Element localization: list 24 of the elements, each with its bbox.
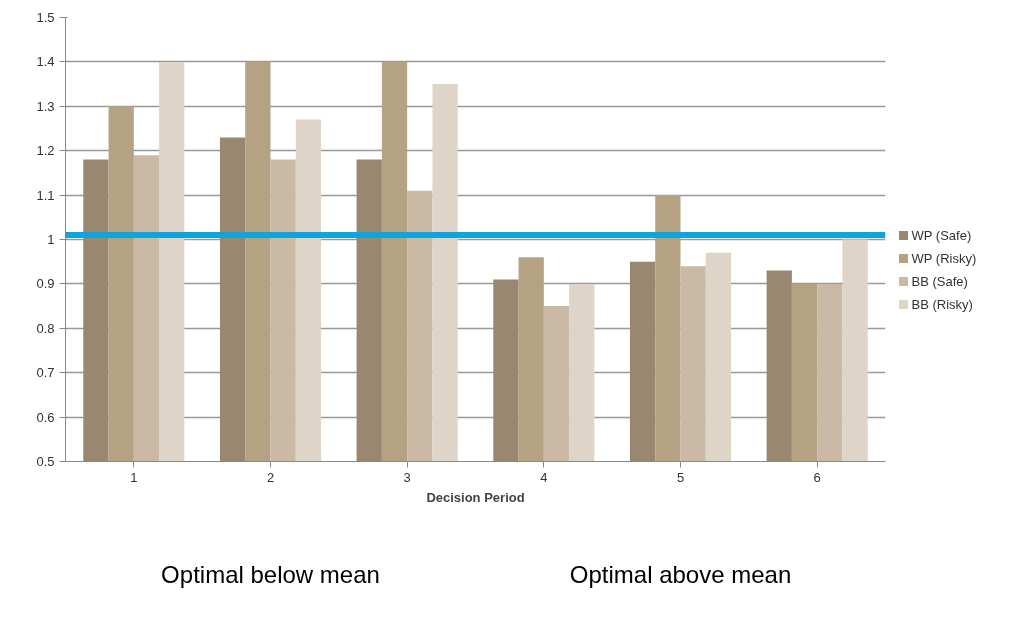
x-tick-label: 2 [266,469,275,485]
legend-label: BB (Safe) [911,274,968,289]
y-tick-label: 0.7 [36,365,55,381]
y-tick-label: 1.5 [36,10,55,25]
y-tick-label: 1 [47,232,55,247]
x-tick-label: 4 [540,469,548,485]
y-tick-label: 1.2 [36,143,55,159]
y-tick-label: 1.1 [36,187,55,203]
x-tick-label: 6 [813,469,821,485]
y-tick-label: 0.5 [36,454,55,469]
y-tick-label: 0.9 [36,276,55,292]
legend-label: WP (Safe) [911,228,972,243]
legend-label: BB (Risky) [911,297,973,312]
y-tick-label: 1.4 [36,54,55,70]
text: Optimal below mean [161,560,380,588]
x-tick-label: 1 [130,469,138,485]
y-tick-label: 0.6 [36,409,55,425]
legend-label: WP (Risky) [911,251,977,266]
x-axis-title: Decision Period [426,489,525,505]
text: Optimal above mean [569,560,792,588]
y-tick-label: 0.8 [36,320,55,336]
x-tick-label: 5 [676,469,685,485]
y-tick-label: 1.3 [36,98,55,114]
x-tick-label: 3 [403,469,411,485]
